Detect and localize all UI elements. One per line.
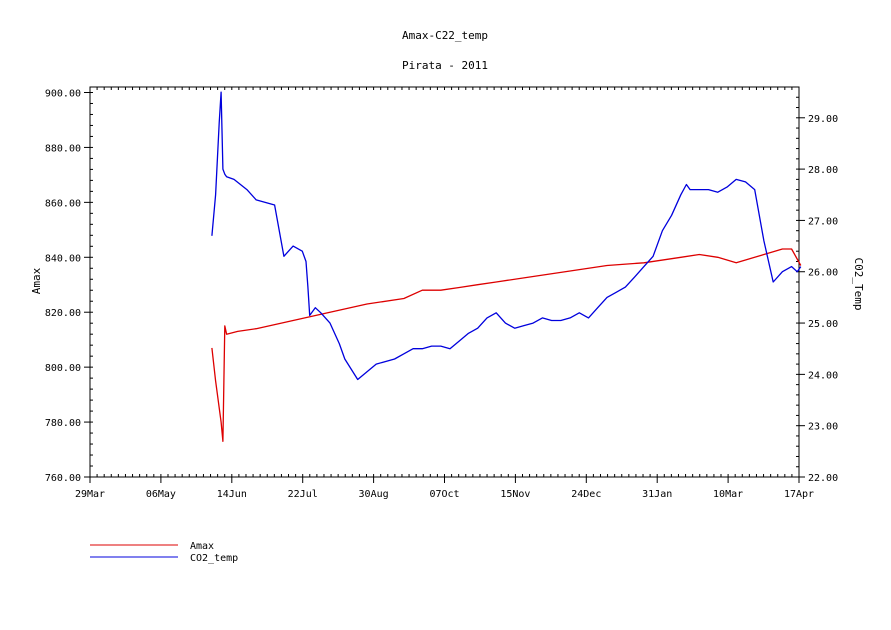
x-tick-label: 30Aug — [359, 489, 389, 500]
y-axis-left: 760.00 780.00 800.00 820.00 840.00 860.00 880.… — [45, 88, 93, 484]
y-right-tick-label: 29.00 — [808, 114, 838, 125]
y-right-tick-label: 22.00 — [808, 473, 838, 484]
y-right-label: C02_Temp — [852, 258, 865, 311]
y-left-tick-label: 800.00 — [45, 363, 81, 374]
y-right-tick-label: 23.00 — [808, 422, 838, 433]
x-tick-label: 22Jul — [288, 489, 318, 500]
y-right-tick-label: 24.00 — [808, 370, 838, 381]
y-left-label: Amax — [30, 267, 43, 294]
legend-label-amax: Amax — [190, 541, 214, 552]
chart-title: Amax-C22_temp — [402, 29, 488, 42]
x-tick-label: 24Dec — [571, 489, 601, 500]
y-left-tick-label: 780.00 — [45, 418, 81, 429]
plot-frame — [89, 86, 800, 478]
x-tick-label: 17Apr — [784, 489, 814, 500]
y-left-tick-label: 880.00 — [45, 143, 81, 154]
y-right-tick-label: 27.00 — [808, 216, 838, 227]
legend: Amax CO2_temp — [90, 541, 238, 564]
chart-subtitle: Pirata - 2011 — [402, 59, 488, 72]
y-right-tick-label: 28.00 — [808, 165, 838, 176]
x-tick-label: 07Oct — [429, 489, 459, 500]
x-tick-label: 06May — [146, 489, 176, 500]
legend-label-co2-temp: CO2_temp — [190, 553, 238, 564]
y-right-tick-label: 26.00 — [808, 268, 838, 279]
y-left-tick-label: 840.00 — [45, 253, 81, 264]
x-tick-label: 31Jan — [642, 489, 672, 500]
y-axis-right: 22.00 23.00 24.00 25.00 26.00 27.00 28.00 29.00 — [796, 86, 838, 484]
x-tick-label: 15Nov — [500, 489, 530, 500]
x-axis: 29Mar 06May 14Jun 22Jul 30Aug 07Oct 15Nov 24Dec… — [75, 477, 814, 500]
y-left-tick-label: 820.00 — [45, 308, 81, 319]
y-right-tick-label: 25.00 — [808, 319, 838, 330]
series-line-co2-temp — [211, 91, 802, 381]
x-tick-label: 10Mar — [713, 489, 743, 500]
y-left-tick-label: 760.00 — [45, 473, 81, 484]
series-line-amax — [211, 248, 802, 442]
x-tick-label: 29Mar — [75, 489, 105, 500]
series-layer — [211, 91, 802, 442]
x-tick-label: 14Jun — [217, 489, 247, 500]
minor-ticks — [89, 87, 800, 477]
y-left-tick-label: 860.00 — [45, 198, 81, 209]
y-left-tick-label: 900.00 — [45, 88, 81, 99]
